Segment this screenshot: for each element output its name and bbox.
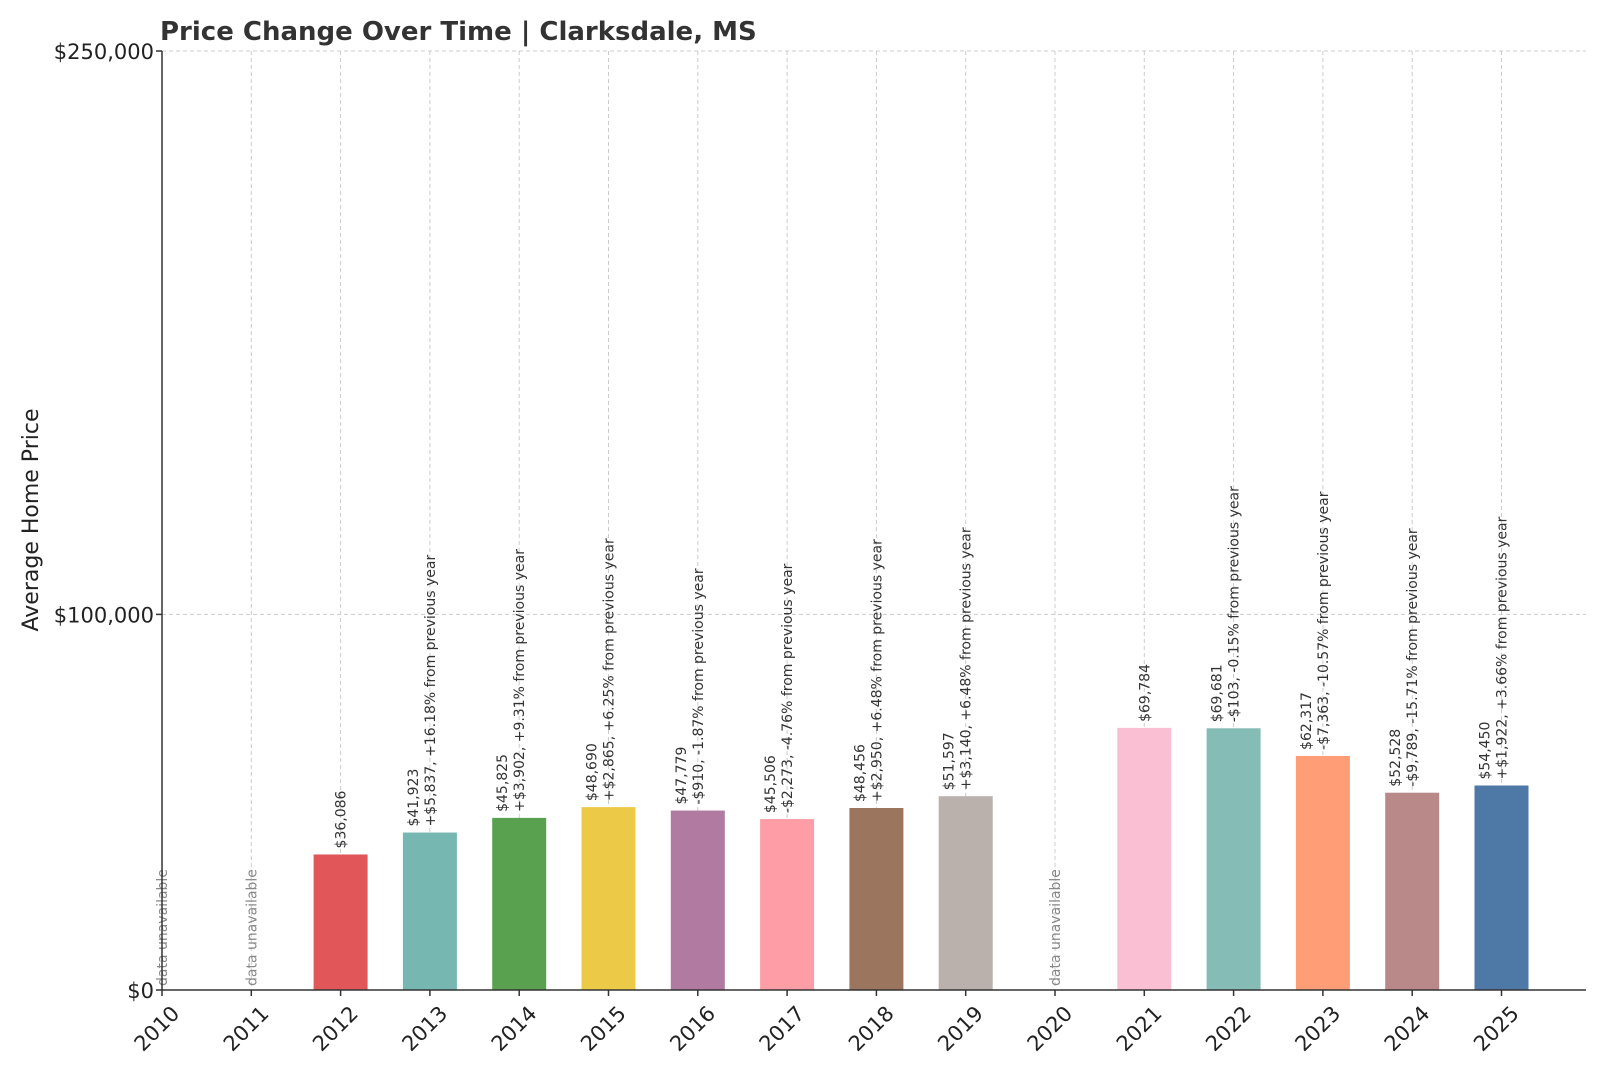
bar [1295,755,1350,990]
bar [313,854,368,990]
y-tick-label: $0 [127,979,154,1003]
data-unavailable-label: data unavailable [244,869,260,986]
bar-price-label: $62,317 [1299,692,1315,750]
y-tick-label: $250,000 [54,40,154,64]
bar-value-label: +$3,902, +9.31% from previous year$45,82… [495,549,528,812]
bar-price-label: $69,784 [1137,664,1153,722]
bar-value-label: -$910, -1.87% from previous year$47,779 [674,568,707,804]
bar-value-label: -$2,273, -4.76% from previous year$45,50… [763,563,796,813]
bar-price-label: $54,450 [1478,722,1494,780]
x-tick-label: 2022 [1201,1001,1256,1056]
data-unavailable-label: data unavailable [1048,869,1064,986]
x-tick-label: 2017 [755,1001,810,1056]
data-unavailable-label: data unavailable [155,869,171,986]
bar-value-label: +$5,837, +16.18% from previous year$41,9… [406,555,439,827]
bar-value-label: $69,784 [1137,664,1153,722]
bar-change-label: +$2,865, +6.25% from previous year [602,538,618,801]
bar-change-label: -$910, -1.87% from previous year [691,568,707,804]
x-tick-label: 2015 [576,1001,631,1056]
bar [670,810,725,990]
bar-change-label: -$2,273, -4.76% from previous year [780,563,796,813]
x-tick-label: 2019 [933,1001,988,1056]
bar-labels: data unavailable data unavailable $36,086 +… [155,486,1511,986]
bar-value-label: +$3,140, +6.48% from previous year$51,59… [942,527,975,790]
x-ticks: 2010 2011 2012 2013 2014 2015 2016 2017 2018 2019… [130,990,1524,1056]
bar-price-label: $47,779 [674,747,690,805]
x-tick-label: 2018 [844,1001,899,1056]
y-tick-label: $100,000 [54,603,154,627]
y-axis-label: Average Home Price [19,409,44,632]
x-tick-label: 2023 [1290,1001,1345,1056]
bar-change-label: -$7,363, -10.57% from previous year [1316,491,1332,750]
bar-change-label: +$3,140, +6.48% from previous year [959,527,975,790]
bar-price-label: $45,825 [495,754,511,812]
bar-price-label: $41,923 [406,769,422,827]
bar [492,817,547,990]
bar-price-label: $69,681 [1210,664,1226,722]
bar [1206,728,1261,990]
x-tick-label: 2016 [665,1001,720,1056]
bar-value-label: +$2,865, +6.25% from previous year$48,69… [585,538,618,801]
x-tick-label: 2021 [1112,1001,1167,1056]
bar-change-label: -$103, -0.15% from previous year [1227,486,1243,722]
bar [1117,727,1172,990]
bar [938,796,993,990]
bar [1385,792,1440,990]
bar-change-label: +$2,950, +6.48% from previous year [869,539,885,802]
bar-price-label: $51,597 [942,732,958,790]
bar-change-label: +$5,837, +16.18% from previous year [423,555,439,827]
bar-change-label: -$9,789, -15.71% from previous year [1405,528,1421,787]
x-tick-label: 2025 [1469,1001,1524,1056]
x-tick-label: 2011 [219,1001,274,1056]
bars [313,727,1529,990]
bar-value-label: -$9,789, -15.71% from previous year$52,5… [1388,528,1421,787]
bar-value-label: +$2,950, +6.48% from previous year$48,45… [852,539,885,802]
x-tick-label: 2024 [1380,1001,1435,1056]
bar-value-label: +$1,922, +3.66% from previous year$54,45… [1478,516,1511,779]
bar-price-label: $48,456 [852,744,868,802]
x-tick-label: 2010 [130,1001,185,1056]
grid [162,50,1586,990]
chart-title: Price Change Over Time | Clarksdale, MS [160,17,757,47]
bar-value-label: -$103, -0.15% from previous year$69,681 [1210,486,1243,722]
bar-change-label: +$3,902, +9.31% from previous year [512,549,528,812]
y-ticks: $0 $100,000 $250,000 [54,40,162,1003]
bar [1474,785,1529,990]
bar [402,832,457,990]
bar-price-label: $52,528 [1388,729,1404,787]
bar-price-label: $45,506 [763,755,779,813]
bar-value-label: $36,086 [334,790,350,848]
bar-price-label: $48,690 [585,743,601,801]
bar-change-label: +$1,922, +3.66% from previous year [1495,516,1511,779]
x-tick-label: 2014 [487,1001,542,1056]
x-tick-label: 2013 [397,1001,452,1056]
x-tick-label: 2020 [1023,1001,1078,1056]
x-tick-label: 2012 [308,1001,363,1056]
bar [849,807,904,990]
bar-value-label: -$7,363, -10.57% from previous year$62,3… [1299,491,1332,750]
bar [760,819,815,990]
bar [581,807,636,990]
bar-price-label: $36,086 [334,790,350,848]
